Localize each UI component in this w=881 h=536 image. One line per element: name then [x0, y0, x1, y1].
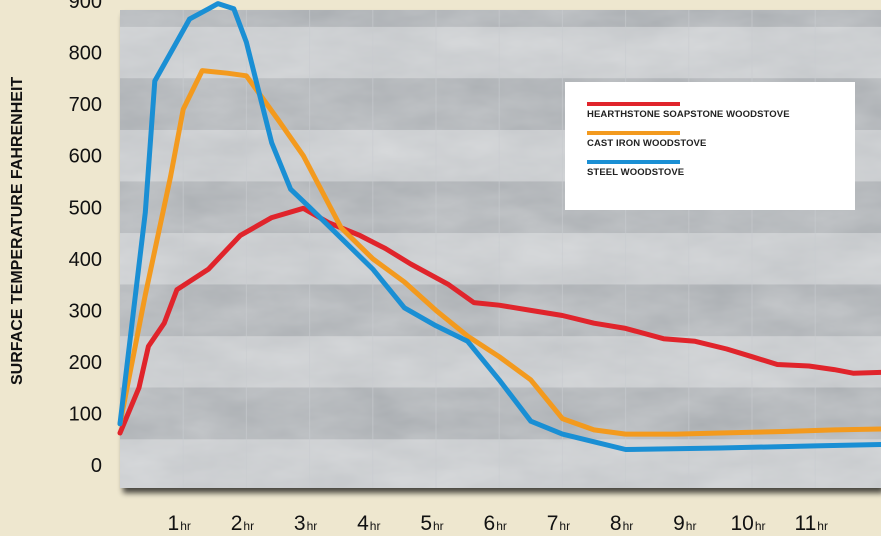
- y-tick-label: 300: [69, 300, 102, 322]
- y-tick-label: 600: [69, 146, 102, 168]
- y-tick-label: 700: [69, 94, 102, 116]
- x-axis-ticks: 1hr 2hr 3hr 4hr 5hr 6hr 7hr 8hr 9hr 10hr 11hr: [168, 512, 828, 535]
- x-tick-label: 7hr: [547, 512, 570, 535]
- y-axis-ticks: 0 100 200 300 400 500 600 700 800 900: [69, 0, 102, 477]
- series-line-0: [117, 205, 881, 436]
- series-lines: [117, 1, 881, 452]
- y-tick-label: 200: [69, 352, 102, 374]
- series-line-1: [117, 68, 881, 437]
- x-tick-label: 8hr: [610, 512, 633, 535]
- legend-swatch-blue: [587, 160, 680, 164]
- y-tick-label: 500: [69, 197, 102, 219]
- series-line-2: [117, 1, 881, 452]
- legend-item-steel: STEEL WOODSTOVE: [587, 160, 855, 178]
- y-tick-label: 900: [69, 0, 102, 13]
- x-tick-label: 2hr: [231, 512, 254, 535]
- x-tick-label: 6hr: [484, 512, 507, 535]
- x-tick-label: 9hr: [673, 512, 696, 535]
- x-tick-label: 5hr: [420, 512, 443, 535]
- x-tick-label: 3hr: [294, 512, 317, 535]
- x-tick-label: 1hr: [168, 512, 191, 535]
- legend: HEARTHSTONE SOAPSTONE WOODSTOVE CAST IRO…: [565, 82, 855, 210]
- legend-item-hearthstone: HEARTHSTONE SOAPSTONE WOODSTOVE: [587, 102, 855, 120]
- y-tick-label: 0: [91, 455, 102, 477]
- legend-label: STEEL WOODSTOVE: [587, 167, 685, 178]
- y-tick-label: 100: [69, 403, 102, 425]
- y-tick-label: 400: [69, 249, 102, 271]
- legend-swatch-orange: [587, 131, 680, 135]
- legend-label: CAST IRON WOODSTOVE: [587, 138, 707, 149]
- legend-swatch-red: [587, 102, 680, 106]
- legend-item-cast-iron: CAST IRON WOODSTOVE: [587, 131, 855, 149]
- legend-label: HEARTHSTONE SOAPSTONE WOODSTOVE: [587, 109, 790, 120]
- x-tick-label: 11hr: [794, 512, 827, 535]
- x-tick-label: 4hr: [357, 512, 380, 535]
- x-tick-label: 10hr: [730, 512, 765, 535]
- y-tick-label: 800: [69, 43, 102, 65]
- y-axis-label: SURFACE TEMPERATURE FAHRENHEIT: [9, 76, 26, 385]
